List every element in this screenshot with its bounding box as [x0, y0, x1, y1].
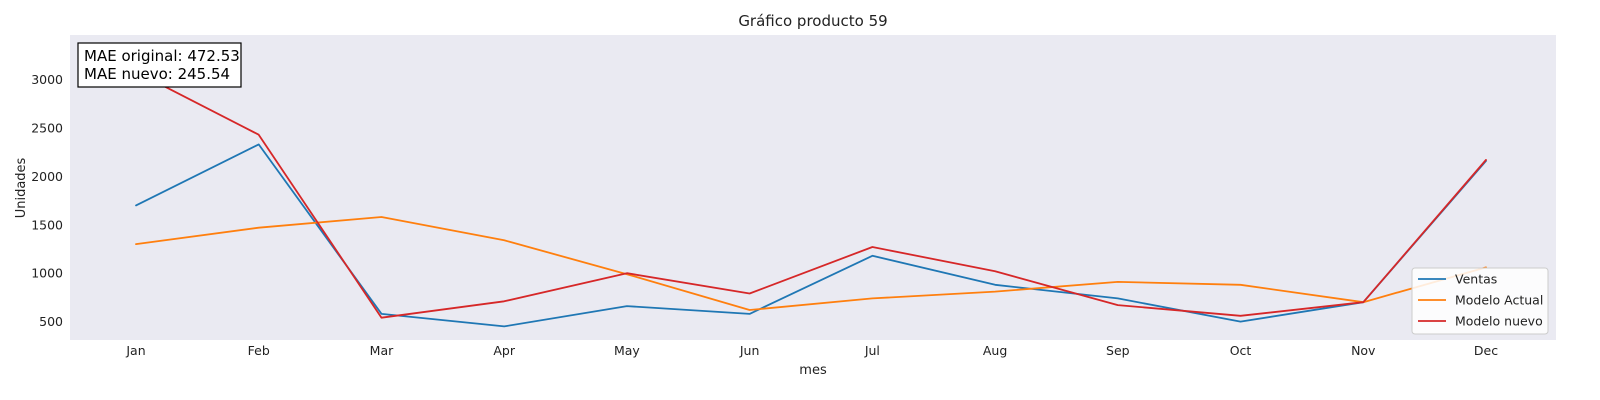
- x-tick-label-may: May: [614, 343, 640, 358]
- legend-label-modelo-nuevo: Modelo nuevo: [1455, 314, 1543, 329]
- x-tick-label-jun: Jun: [739, 343, 760, 358]
- x-tick-label-mar: Mar: [370, 343, 394, 358]
- y-axis-ticks: 500 1000 1500 2000 2500 3000: [31, 72, 63, 329]
- legend-label-modelo-actual: Modelo Actual: [1455, 293, 1543, 308]
- y-tick-label-1500: 1500: [31, 217, 63, 232]
- x-tick-label-jan: Jan: [125, 343, 145, 358]
- x-tick-label-aug: Aug: [983, 343, 1007, 358]
- series-line-modelo-nuevo: [135, 70, 1487, 319]
- mae-new-text: MAE nuevo: 245.54: [84, 65, 230, 83]
- x-axis-ticks: Jan Feb Mar Apr May Jun Jul Aug Sep Oct Nov Dec: [125, 343, 1498, 358]
- series-line-modelo-actual: [135, 216, 1487, 311]
- x-tick-label-apr: Apr: [493, 343, 515, 358]
- mae-annotation-box: MAE original: 472.53 MAE nuevo: 245.54: [77, 42, 242, 88]
- y-tick-label-1000: 1000: [31, 266, 63, 281]
- x-tick-label-sep: Sep: [1106, 343, 1130, 358]
- x-tick-label-feb: Feb: [248, 343, 270, 358]
- chart-title: Gráfico producto 59: [738, 12, 887, 30]
- mae-original-text: MAE original: 472.53: [84, 47, 240, 65]
- x-tick-label-oct: Oct: [1230, 343, 1252, 358]
- y-tick-label-3000: 3000: [31, 72, 63, 87]
- y-tick-label-2000: 2000: [31, 169, 63, 184]
- series-layer: [135, 70, 1487, 328]
- x-axis-title: mes: [799, 363, 827, 378]
- x-tick-label-nov: Nov: [1351, 343, 1376, 358]
- x-tick-label-jul: Jul: [864, 343, 880, 358]
- legend-label-ventas: Ventas: [1455, 272, 1497, 287]
- legend-frame: [1411, 267, 1549, 335]
- x-tick-label-dec: Dec: [1474, 343, 1498, 358]
- y-axis-title: Unidades: [14, 157, 29, 218]
- legend: Ventas Modelo Actual Modelo nuevo: [1411, 267, 1549, 335]
- mae-annotation-border: [77, 42, 242, 88]
- y-tick-label-500: 500: [39, 314, 63, 329]
- y-tick-label-2500: 2500: [31, 120, 63, 135]
- plot-area: [70, 35, 1556, 340]
